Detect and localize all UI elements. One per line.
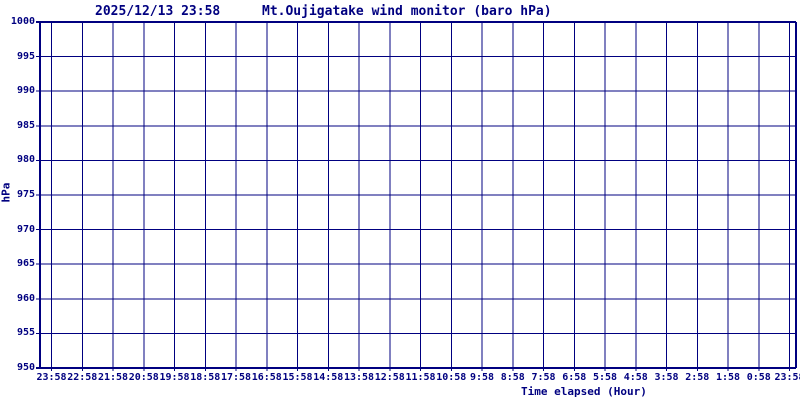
y-tick-label: 975 (16, 189, 35, 200)
x-tick-label: 18:58 (190, 372, 221, 383)
y-tick-label: 980 (16, 154, 35, 166)
x-tick-label: 4:58 (623, 372, 648, 383)
x-tick-label: 21:58 (97, 372, 129, 383)
y-tick-label: 950 (16, 362, 35, 373)
x-tick-label: 0:58 (746, 372, 771, 383)
x-tick-label: 23:58 (774, 372, 800, 383)
y-tick-label: 1000 (10, 16, 35, 27)
x-tick-label: 10:58 (436, 372, 467, 383)
x-tick-label: 17:58 (220, 372, 252, 383)
x-tick-label: 8:58 (500, 372, 525, 383)
y-tick-label: 970 (16, 223, 35, 235)
x-tick-label: 12:58 (374, 372, 405, 383)
x-tick-label: 3:58 (654, 372, 679, 383)
x-tick-label: 11:58 (405, 372, 436, 383)
x-tick-label: 20:58 (128, 372, 159, 383)
y-tick-label: 955 (16, 327, 35, 339)
x-tick-label: 22:58 (67, 372, 98, 383)
x-tick-label: 7:58 (531, 372, 556, 383)
x-tick-label: 23:58 (36, 372, 67, 383)
x-tick-label: 6:58 (562, 372, 587, 383)
x-tick-label: 19:58 (159, 372, 190, 383)
x-axis-label: Time elapsed (Hour) (521, 385, 647, 398)
chart-title: Mt.Oujigatake wind monitor (baro hPa) (262, 4, 552, 19)
x-tick-label: 13:58 (343, 372, 375, 383)
y-tick-label: 995 (16, 50, 35, 62)
y-axis-label: hPa (0, 182, 13, 203)
x-tick-label: 2:58 (685, 372, 710, 383)
y-tick-label: 990 (16, 85, 35, 97)
y-tick-label: 960 (16, 292, 35, 304)
x-tick-label: 9:58 (469, 372, 495, 383)
x-tick-label: 16:58 (251, 372, 282, 383)
x-tick-label: 5:58 (592, 372, 618, 383)
chart-timestamp: 2025/12/13 23:58 (95, 4, 221, 19)
y-tick-label: 965 (16, 258, 35, 270)
x-tick-label: 15:58 (282, 372, 313, 383)
chart-header: 2025/12/13 23:58 Mt.Oujigatake wind moni… (0, 4, 800, 20)
y-tick-label: 985 (16, 119, 35, 131)
x-tick-label: 1:58 (715, 372, 741, 383)
x-tick-label: 14:58 (313, 372, 344, 383)
